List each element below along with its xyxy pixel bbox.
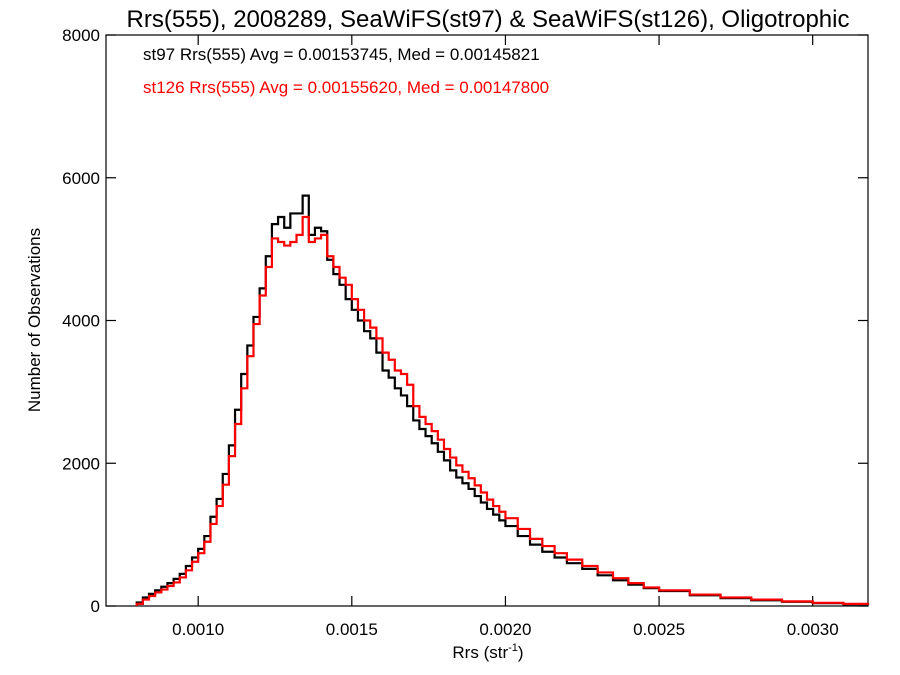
x-tick-label: 0.0020	[479, 620, 531, 639]
y-tick-label: 2000	[62, 454, 100, 473]
x-tick-label: 0.0030	[787, 620, 839, 639]
series-line-st126	[135, 215, 870, 606]
chart-title: Rrs(555), 2008289, SeaWiFS(st97) & SeaWi…	[127, 6, 850, 33]
y-tick-label: 8000	[62, 26, 100, 45]
x-axis-label-close: )	[518, 643, 524, 662]
y-axis-label: Number of Observations	[25, 228, 44, 412]
x-tick-label: 0.0025	[633, 620, 685, 639]
axis-ticks: 0.0010 0.0015 0.0020 0.0025 0.0030 0 2000 4000 6…	[62, 26, 868, 639]
plot-frame	[105, 34, 869, 607]
y-tick-label: 0	[91, 597, 100, 616]
x-axis-label-sup: -1	[508, 642, 518, 654]
x-axis-label: Rrs (str-1)	[452, 642, 523, 662]
x-axis-label-main: Rrs (str	[452, 643, 508, 662]
legend-entry-st97: st97 Rrs(555) Avg = 0.00153745, Med = 0.…	[143, 45, 540, 64]
x-tick-label: 0.0010	[172, 620, 224, 639]
series-layer	[135, 194, 870, 606]
y-tick-label: 6000	[62, 169, 100, 188]
x-tick-label: 0.0015	[326, 620, 378, 639]
legend-entry-st126: st126 Rrs(555) Avg = 0.00155620, Med = 0…	[143, 78, 549, 97]
series-line-st97	[135, 194, 870, 606]
y-tick-label: 4000	[62, 312, 100, 331]
